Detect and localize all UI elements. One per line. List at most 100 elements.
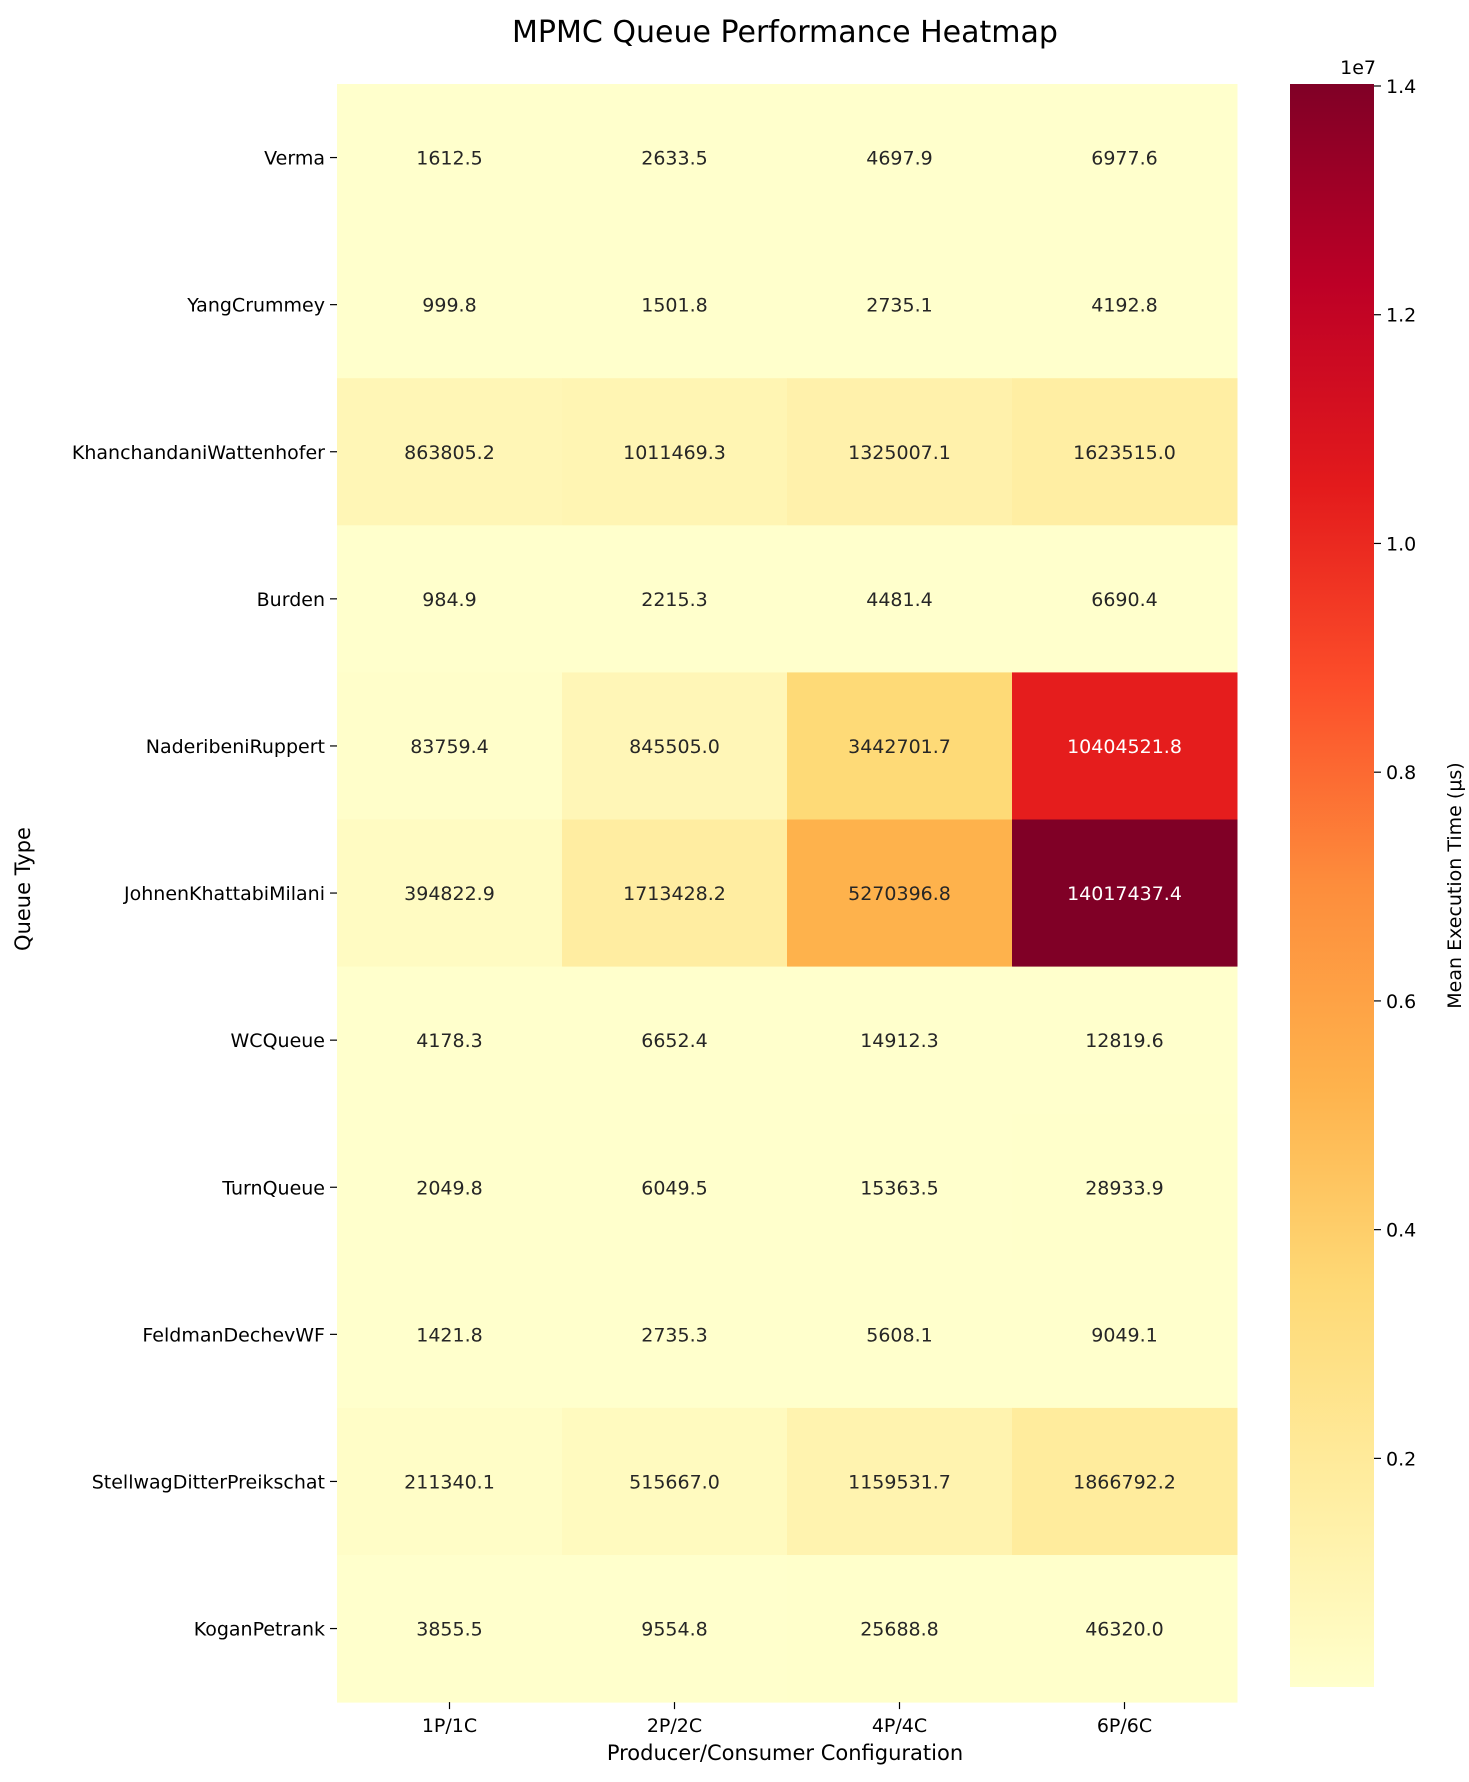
- x-tick-label: 2P/2C: [647, 1715, 702, 1737]
- cell-value-label: 2215.3: [641, 589, 707, 611]
- cell-value-label: 25688.8: [860, 1619, 939, 1641]
- heatmap-cell: [337, 84, 563, 232]
- cell-value-label: 6690.4: [1091, 589, 1157, 611]
- heatmap-cell: [562, 231, 788, 379]
- cell-value-label: 515667.0: [629, 1471, 720, 1493]
- cell-value-label: 3442701.7: [848, 736, 951, 758]
- colorbar: 0.2 0.4 0.6 0.8 1.0 1.2 1.4 1e7 Mean Execution T…: [1290, 57, 1466, 1687]
- y-axis: Verma YangCrummey KhanchandaniWattenhofer B…: [72, 148, 337, 1641]
- heatmap-cell: [1012, 672, 1238, 820]
- heatmap-cell: [1012, 378, 1238, 526]
- heatmap-cell: [562, 1260, 788, 1409]
- x-tick-label: 4P/4C: [872, 1715, 927, 1737]
- y-axis-label: Queue Type: [11, 827, 35, 951]
- cell-value-label: 1623515.0: [1073, 442, 1176, 464]
- y-tick-label: StellwagDitterPreikschat: [92, 1471, 325, 1493]
- cell-value-label: 6977.6: [1091, 148, 1157, 170]
- x-axis-label: Producer/Consumer Configuration: [607, 1741, 963, 1765]
- heatmap-cell: [1012, 231, 1238, 379]
- y-tick-label: TurnQueue: [221, 1177, 325, 1199]
- heatmap-cell: [562, 84, 788, 232]
- cell-value-label: 984.9: [422, 589, 476, 611]
- heatmap-cell: [562, 819, 788, 968]
- heatmap-cell: [562, 1555, 788, 1703]
- cell-value-label: 10404521.8: [1067, 736, 1182, 758]
- cell-value-label: 211340.1: [404, 1471, 495, 1493]
- cell-value-label: 14912.3: [860, 1030, 939, 1052]
- x-tick-label: 1P/1C: [422, 1715, 477, 1737]
- heatmap-cell: [787, 1260, 1013, 1409]
- cell-value-label: 1011469.3: [623, 442, 726, 464]
- y-tick-label: NaderibeniRuppert: [146, 736, 325, 758]
- cell-value-label: 4192.8: [1091, 295, 1157, 317]
- heatmap-cell: [562, 1407, 788, 1556]
- heatmap-cell: [1012, 1555, 1238, 1703]
- colorbar-tick-label: 0.4: [1386, 1220, 1416, 1242]
- cell-value-label: 9049.1: [1091, 1324, 1157, 1346]
- heatmap-cell: [1012, 819, 1238, 968]
- heatmap-cell: [337, 966, 563, 1115]
- cell-value-label: 46320.0: [1085, 1619, 1164, 1641]
- chart-title: MPMC Queue Performance Heatmap: [512, 15, 1058, 50]
- cell-value-label: 12819.6: [1085, 1030, 1164, 1052]
- heatmap-cell: [787, 1555, 1013, 1703]
- heatmap-cell: [787, 1113, 1013, 1262]
- heatmap-cell: [337, 1407, 563, 1556]
- y-tick-label: YangCrummey: [186, 295, 325, 317]
- y-tick-label: Burden: [257, 589, 325, 611]
- cell-value-label: 4178.3: [416, 1030, 482, 1052]
- cell-value-label: 863805.2: [404, 442, 495, 464]
- heatmap-cell: [787, 525, 1013, 673]
- x-tick-label: 6P/6C: [1097, 1715, 1152, 1737]
- heatmap-cell: [787, 84, 1013, 232]
- y-tick-label: JohnenKhattabiMilani: [123, 883, 325, 905]
- heatmap-cell: [337, 1260, 563, 1409]
- heatmap-cell: [787, 672, 1013, 820]
- heatmap-cell: [787, 231, 1013, 379]
- heatmap-cell: [1012, 84, 1238, 232]
- cell-value-label: 15363.5: [860, 1177, 939, 1199]
- heatmap-cell: [337, 1113, 563, 1262]
- cell-value-label: 4481.4: [866, 589, 932, 611]
- cell-value-label: 1713428.2: [623, 883, 726, 905]
- colorbar-gradient: [1290, 84, 1374, 1687]
- heatmap-cell: [562, 525, 788, 673]
- cell-value-label: 14017437.4: [1067, 883, 1182, 905]
- heatmap-cell: [787, 819, 1013, 968]
- heatmap-cell: [787, 378, 1013, 526]
- colorbar-tick-label: 1.2: [1386, 305, 1416, 327]
- cell-value-label: 999.8: [422, 295, 476, 317]
- cell-value-label: 2735.1: [866, 295, 932, 317]
- colorbar-tick-label: 0.8: [1386, 762, 1416, 784]
- cell-value-label: 1501.8: [641, 295, 707, 317]
- cell-value-label: 5608.1: [866, 1324, 932, 1346]
- cell-value-label: 845505.0: [629, 736, 720, 758]
- y-tick-label: WCQueue: [231, 1030, 325, 1052]
- cell-value-label: 1325007.1: [848, 442, 951, 464]
- cell-value-label: 28933.9: [1085, 1177, 1164, 1199]
- y-tick-label: FeldmanDechevWF: [142, 1324, 325, 1346]
- heatmap-cell: [337, 231, 563, 379]
- cell-value-label: 3855.5: [416, 1619, 482, 1641]
- cell-value-label: 1866792.2: [1073, 1471, 1176, 1493]
- y-tick-label: KoganPetrank: [194, 1619, 325, 1641]
- cell-value-label: 83759.4: [410, 736, 489, 758]
- cell-value-label: 1159531.7: [848, 1471, 951, 1493]
- colorbar-label: Mean Execution Time (μs): [1444, 762, 1466, 1008]
- colorbar-tick-label: 0.2: [1386, 1448, 1416, 1470]
- heatmap-cell: [1012, 1113, 1238, 1262]
- heatmap-cell: [562, 378, 788, 526]
- cell-value-label: 1421.8: [416, 1324, 482, 1346]
- heatmap-cell-labels: 1612.5 2633.5 4697.9 6977.6 999.8 1501.8 2735.…: [404, 148, 1182, 1641]
- colorbar-tick-label: 1.4: [1386, 76, 1416, 98]
- heatmap-cell: [337, 525, 563, 673]
- cell-value-label: 6049.5: [641, 1177, 707, 1199]
- heatmap-cell: [562, 672, 788, 820]
- colorbar-tick-label: 0.6: [1386, 991, 1416, 1013]
- heatmap-cell: [337, 1555, 563, 1703]
- colorbar-tick-label: 1.0: [1386, 533, 1416, 555]
- cell-value-label: 2633.5: [641, 148, 707, 170]
- heatmap-cell: [1012, 966, 1238, 1115]
- heatmap-cell: [1012, 1407, 1238, 1556]
